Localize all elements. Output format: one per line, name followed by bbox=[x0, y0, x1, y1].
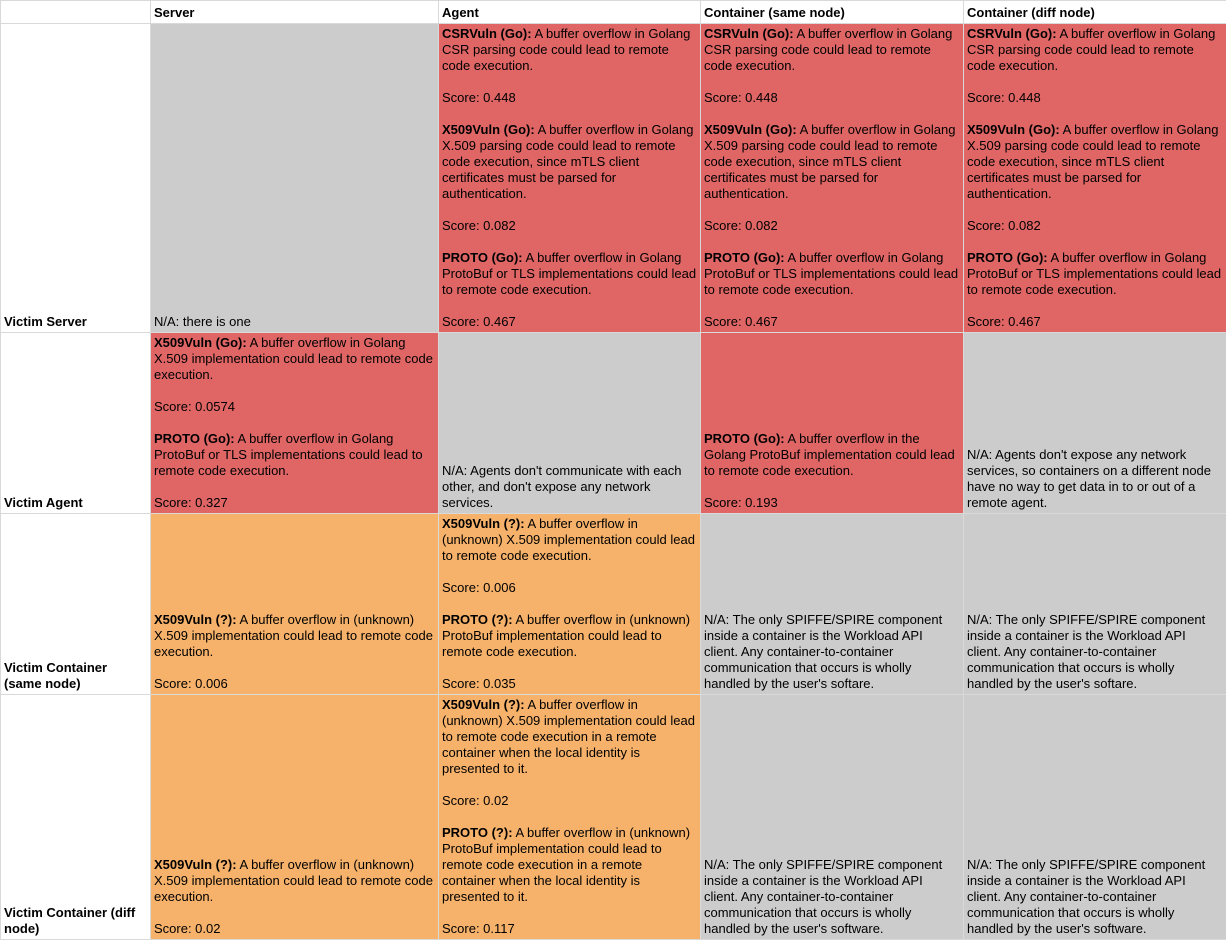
row-header: Victim Container (diff node) bbox=[1, 695, 151, 940]
entry-description: X509Vuln (?): A buffer overflow in (unkn… bbox=[154, 612, 435, 660]
entry-score: Score: 0.193 bbox=[704, 495, 960, 511]
entry-score: Score: 0.02 bbox=[442, 793, 697, 809]
column-header: Container (same node) bbox=[701, 1, 964, 24]
corner-cell bbox=[1, 1, 151, 24]
entry-score: Score: 0.467 bbox=[442, 314, 697, 330]
entry-name: X509Vuln (?): bbox=[154, 612, 237, 627]
cell: N/A: The only SPIFFE/SPIRE component ins… bbox=[964, 695, 1226, 940]
column-header: Server bbox=[151, 1, 439, 24]
entry-name: X509Vuln (Go): bbox=[704, 122, 797, 137]
entry-name: PROTO (Go): bbox=[704, 250, 785, 265]
entry-description: PROTO (Go): A buffer overflow in the Gol… bbox=[704, 431, 960, 479]
cell: N/A: The only SPIFFE/SPIRE component ins… bbox=[964, 514, 1226, 695]
cell: N/A: The only SPIFFE/SPIRE component ins… bbox=[701, 695, 964, 940]
entry-description: X509Vuln (Go): A buffer overflow in Gola… bbox=[154, 335, 435, 383]
entry-name: PROTO (?): bbox=[442, 825, 513, 840]
entry-name: PROTO (?): bbox=[442, 612, 513, 627]
cell: PROTO (Go): A buffer overflow in the Gol… bbox=[701, 333, 964, 514]
entry-score: Score: 0.448 bbox=[967, 90, 1223, 106]
entry-name: X509Vuln (Go): bbox=[154, 335, 247, 350]
entry-name: X509Vuln (?): bbox=[154, 857, 237, 872]
entry-score: Score: 0.006 bbox=[442, 580, 697, 596]
entry-name: X509Vuln (Go): bbox=[967, 122, 1060, 137]
entry-description: CSRVuln (Go): A buffer overflow in Golan… bbox=[442, 26, 697, 74]
na-text: N/A: The only SPIFFE/SPIRE component ins… bbox=[967, 857, 1223, 937]
cell: N/A: Agents don't expose any network ser… bbox=[964, 333, 1226, 514]
entry-description: PROTO (Go): A buffer overflow in Golang … bbox=[154, 431, 435, 479]
entry-description: PROTO (Go): A buffer overflow in Golang … bbox=[442, 250, 697, 298]
column-header: Container (diff node) bbox=[964, 1, 1226, 24]
table-row: Victim Container (same node)X509Vuln (?)… bbox=[1, 514, 1226, 695]
cell: CSRVuln (Go): A buffer overflow in Golan… bbox=[439, 24, 701, 333]
cell: CSRVuln (Go): A buffer overflow in Golan… bbox=[964, 24, 1226, 333]
entry-score: Score: 0.082 bbox=[967, 218, 1223, 234]
table-row: Victim Container (diff node)X509Vuln (?)… bbox=[1, 695, 1226, 940]
cell: X509Vuln (?): A buffer overflow in (unkn… bbox=[439, 514, 701, 695]
row-header: Victim Server bbox=[1, 24, 151, 333]
entry-score: Score: 0.467 bbox=[967, 314, 1223, 330]
na-text: N/A: The only SPIFFE/SPIRE component ins… bbox=[967, 612, 1223, 692]
column-header: Agent bbox=[439, 1, 701, 24]
entry-name: CSRVuln (Go): bbox=[704, 26, 794, 41]
entry-score: Score: 0.035 bbox=[442, 676, 697, 692]
entry-description: X509Vuln (?): A buffer overflow in (unkn… bbox=[442, 516, 697, 564]
entry-description: X509Vuln (Go): A buffer overflow in Gola… bbox=[704, 122, 960, 202]
entry-description: X509Vuln (Go): A buffer overflow in Gola… bbox=[967, 122, 1223, 202]
entry-description: PROTO (Go): A buffer overflow in Golang … bbox=[704, 250, 960, 298]
cell: X509Vuln (Go): A buffer overflow in Gola… bbox=[151, 333, 439, 514]
cell: N/A: The only SPIFFE/SPIRE component ins… bbox=[701, 514, 964, 695]
entry-score: Score: 0.02 bbox=[154, 921, 435, 937]
entry-score: Score: 0.327 bbox=[154, 495, 435, 511]
entry-description: X509Vuln (?): A buffer overflow in (unkn… bbox=[154, 857, 435, 905]
entry-score: Score: 0.082 bbox=[442, 218, 697, 234]
entry-description: CSRVuln (Go): A buffer overflow in Golan… bbox=[967, 26, 1223, 74]
entry-score: Score: 0.467 bbox=[704, 314, 960, 330]
entry-score: Score: 0.448 bbox=[704, 90, 960, 106]
cell: X509Vuln (?): A buffer overflow in (unkn… bbox=[439, 695, 701, 940]
entry-name: X509Vuln (Go): bbox=[442, 122, 535, 137]
na-text: N/A: there is one bbox=[154, 314, 435, 330]
na-text: N/A: Agents don't expose any network ser… bbox=[967, 447, 1223, 511]
entry-description: PROTO (Go): A buffer overflow in Golang … bbox=[967, 250, 1223, 298]
entry-description: CSRVuln (Go): A buffer overflow in Golan… bbox=[704, 26, 960, 74]
cell: X509Vuln (?): A buffer overflow in (unkn… bbox=[151, 695, 439, 940]
row-header: Victim Agent bbox=[1, 333, 151, 514]
cell: N/A: there is one bbox=[151, 24, 439, 333]
entry-name: PROTO (Go): bbox=[967, 250, 1048, 265]
entry-score: Score: 0.117 bbox=[442, 921, 697, 937]
entry-name: CSRVuln (Go): bbox=[442, 26, 532, 41]
na-text: N/A: The only SPIFFE/SPIRE component ins… bbox=[704, 857, 960, 937]
entry-name: PROTO (Go): bbox=[442, 250, 523, 265]
cell: CSRVuln (Go): A buffer overflow in Golan… bbox=[701, 24, 964, 333]
entry-name: X509Vuln (?): bbox=[442, 516, 525, 531]
entry-score: Score: 0.082 bbox=[704, 218, 960, 234]
entry-description: X509Vuln (?): A buffer overflow in (unkn… bbox=[442, 697, 697, 777]
entry-name: PROTO (Go): bbox=[704, 431, 785, 446]
entry-score: Score: 0.006 bbox=[154, 676, 435, 692]
entry-description: PROTO (?): A buffer overflow in (unknown… bbox=[442, 612, 697, 660]
na-text: N/A: Agents don't communicate with each … bbox=[442, 463, 697, 511]
cell: N/A: Agents don't communicate with each … bbox=[439, 333, 701, 514]
entry-score: Score: 0.448 bbox=[442, 90, 697, 106]
entry-name: X509Vuln (?): bbox=[442, 697, 525, 712]
row-header: Victim Container (same node) bbox=[1, 514, 151, 695]
entry-name: CSRVuln (Go): bbox=[967, 26, 1057, 41]
entry-name: PROTO (Go): bbox=[154, 431, 235, 446]
cell: X509Vuln (?): A buffer overflow in (unkn… bbox=[151, 514, 439, 695]
entry-description: PROTO (?): A buffer overflow in (unknown… bbox=[442, 825, 697, 905]
entry-description: X509Vuln (Go): A buffer overflow in Gola… bbox=[442, 122, 697, 202]
na-text: N/A: The only SPIFFE/SPIRE component ins… bbox=[704, 612, 960, 692]
entry-score: Score: 0.0574 bbox=[154, 399, 435, 415]
